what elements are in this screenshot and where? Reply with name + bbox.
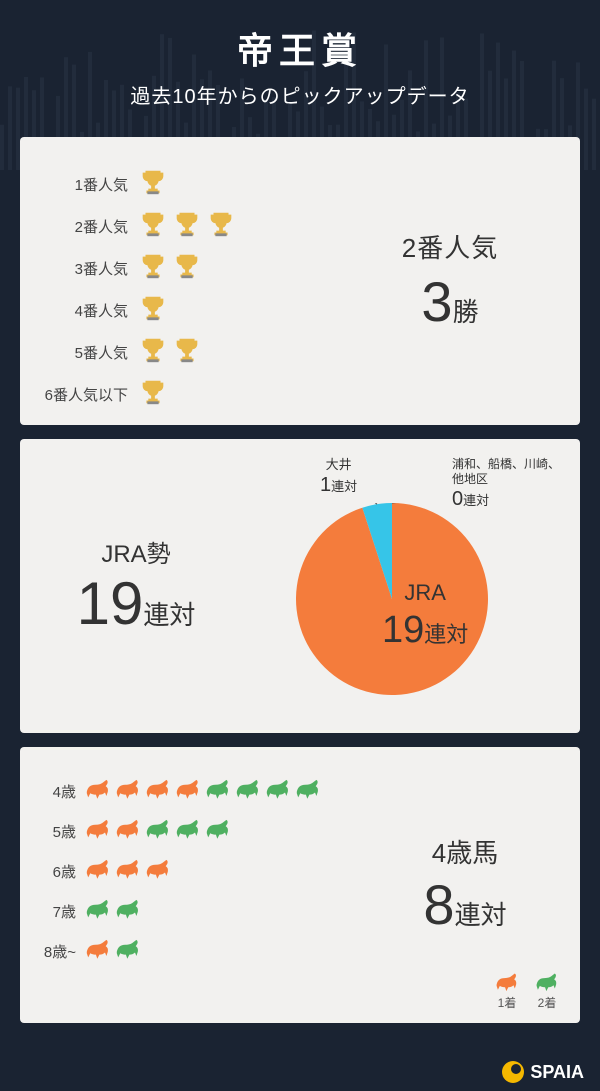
brand-icon xyxy=(502,1061,524,1083)
trophy-icon xyxy=(138,251,168,281)
callout-line2: 19連対 xyxy=(36,569,236,638)
trophy-icon xyxy=(138,335,168,365)
age-rows: 4歳 5歳 6歳 7歳 8歳~ xyxy=(36,763,366,1007)
age-card: 4歳 5歳 6歳 7歳 8歳~ 4歳馬 8連対 xyxy=(20,747,580,1023)
popularity-row: 4番人気 xyxy=(36,289,336,331)
age-row: 6歳 xyxy=(36,851,366,891)
horse-icon xyxy=(84,858,112,880)
age-row: 8歳~ xyxy=(36,931,366,971)
horse-group xyxy=(84,898,142,925)
age-label: 6歳 xyxy=(36,861,84,882)
age-label: 8歳~ xyxy=(36,941,84,962)
legend-item: 2着 xyxy=(534,971,560,1011)
pie-label-jra: JRA19連対 xyxy=(382,579,468,654)
horse-icon xyxy=(534,971,560,993)
age-legend: 1着 2着 xyxy=(494,971,560,1011)
trophy-group xyxy=(138,293,168,328)
popularity-row: 6番人気以下 xyxy=(36,373,336,415)
footer: SPAIA xyxy=(486,1053,600,1091)
horse-icon xyxy=(114,898,142,920)
callout-line2: 8連対 xyxy=(423,872,506,937)
callout-line1: 2番人気 xyxy=(402,228,498,265)
page-subtitle: 過去10年からのピックアップデータ xyxy=(0,80,600,109)
trophy-group xyxy=(138,209,236,244)
callout-line2: 3勝 xyxy=(421,269,478,334)
age-row: 5歳 xyxy=(36,811,366,851)
popularity-label: 4番人気 xyxy=(36,300,138,321)
age-label: 5歳 xyxy=(36,821,84,842)
trophy-icon xyxy=(206,209,236,239)
trophy-icon xyxy=(172,209,202,239)
popularity-row: 2番人気 xyxy=(36,205,336,247)
horse-icon xyxy=(144,778,172,800)
trophy-icon xyxy=(138,377,168,407)
trophy-icon xyxy=(172,251,202,281)
affiliation-callout: JRA勢 19連対 xyxy=(36,534,236,638)
popularity-label: 5番人気 xyxy=(36,342,138,363)
trophy-icon xyxy=(138,293,168,323)
horse-icon xyxy=(204,818,232,840)
trophy-icon xyxy=(138,209,168,239)
horse-icon xyxy=(234,778,262,800)
popularity-callout: 2番人気 3勝 xyxy=(336,153,564,409)
popularity-row: 1番人気 xyxy=(36,163,336,205)
horse-icon xyxy=(174,818,202,840)
legend-item: 1着 xyxy=(494,971,520,1011)
pie-label-ooi: 大井1連対 xyxy=(320,457,357,498)
horse-icon xyxy=(84,938,112,960)
horse-icon xyxy=(114,818,142,840)
age-label: 7歳 xyxy=(36,901,84,922)
horse-icon xyxy=(84,778,112,800)
horse-icon xyxy=(174,778,202,800)
age-row: 7歳 xyxy=(36,891,366,931)
horse-group xyxy=(84,818,232,845)
horse-icon xyxy=(84,818,112,840)
horse-icon xyxy=(264,778,292,800)
page-title: 帝王賞 xyxy=(0,22,600,74)
horse-icon xyxy=(114,938,142,960)
popularity-row: 5番人気 xyxy=(36,331,336,373)
affiliation-pie-wrap: JRA19連対 大井1連対 浦和、船橋、川崎、他地区0連対 xyxy=(236,455,564,717)
horse-icon xyxy=(144,818,172,840)
horse-icon xyxy=(84,898,112,920)
popularity-label: 2番人気 xyxy=(36,216,138,237)
trophy-icon xyxy=(172,335,202,365)
horse-icon xyxy=(294,778,322,800)
header: 帝王賞 過去10年からのピックアップデータ xyxy=(0,0,600,123)
callout-line1: JRA勢 xyxy=(36,534,236,569)
pie-label-other: 浦和、船橋、川崎、他地区0連対 xyxy=(452,457,560,512)
trophy-group xyxy=(138,251,202,286)
popularity-rows: 1番人気 2番人気 3番人気 4番人気 5番人気 6番人気以下 xyxy=(36,153,336,409)
horse-icon xyxy=(494,971,520,993)
brand-name: SPAIA xyxy=(530,1062,584,1083)
popularity-label: 1番人気 xyxy=(36,174,138,195)
horse-icon xyxy=(144,858,172,880)
trophy-icon xyxy=(138,167,168,197)
horse-icon xyxy=(114,858,142,880)
horse-group xyxy=(84,858,172,885)
age-label: 4歳 xyxy=(36,781,84,802)
trophy-group xyxy=(138,167,168,202)
trophy-group xyxy=(138,377,168,412)
trophy-group xyxy=(138,335,202,370)
age-row: 4歳 xyxy=(36,771,366,811)
popularity-label: 3番人気 xyxy=(36,258,138,279)
callout-line1: 4歳馬 xyxy=(432,833,498,870)
horse-icon xyxy=(204,778,232,800)
horse-group xyxy=(84,778,322,805)
horse-icon xyxy=(114,778,142,800)
horse-group xyxy=(84,938,142,965)
popularity-row: 3番人気 xyxy=(36,247,336,289)
affiliation-card: JRA勢 19連対 JRA19連対 大井1連対 浦和、船橋、川崎、他地区0連対 xyxy=(20,439,580,733)
popularity-card: 1番人気 2番人気 3番人気 4番人気 5番人気 6番人気以下 2番人気 3勝 xyxy=(20,137,580,425)
popularity-label: 6番人気以下 xyxy=(36,384,138,405)
